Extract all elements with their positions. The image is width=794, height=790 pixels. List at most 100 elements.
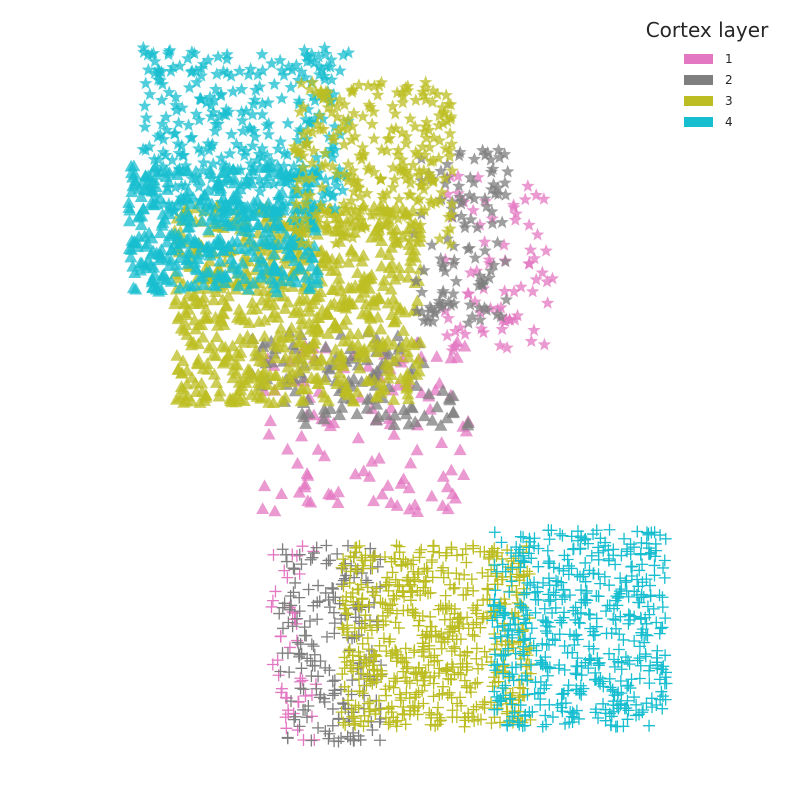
point-star-layer-3 [419, 120, 433, 133]
point-star-layer-4 [287, 159, 301, 173]
point-star-layer-3 [297, 138, 311, 152]
point-triangle-layer-3 [347, 394, 361, 407]
point-plus-layer-2 [305, 734, 318, 747]
point-plus-layer-3 [417, 650, 430, 663]
point-plus-layer-2 [280, 555, 293, 568]
point-star-layer-3 [435, 100, 449, 114]
point-plus-layer-4 [633, 672, 646, 685]
point-star-layer-3 [380, 186, 394, 200]
point-triangle-layer-4 [170, 264, 184, 277]
point-plus-layer-3 [437, 571, 450, 584]
point-star-layer-4 [326, 137, 341, 151]
point-plus-layer-3 [476, 612, 489, 625]
point-triangle-layer-2 [370, 397, 384, 410]
point-plus-layer-3 [417, 674, 430, 687]
point-star-layer-4 [150, 164, 164, 178]
point-star-layer-4 [261, 95, 275, 109]
point-star-layer-4 [160, 123, 174, 136]
point-star-layer-1 [498, 284, 512, 297]
point-star-layer-4 [319, 47, 333, 60]
point-plus-layer-2 [308, 648, 321, 661]
point-plus-layer-3 [390, 539, 403, 552]
point-star-layer-1 [453, 320, 467, 334]
point-triangle-layer-4 [128, 168, 142, 180]
point-triangle-layer-3 [207, 293, 221, 306]
point-triangle-layer-3 [396, 324, 410, 336]
point-star-layer-2 [490, 307, 504, 321]
point-plus-layer-2 [295, 558, 308, 571]
point-plus-layer-2 [329, 591, 342, 604]
point-plus-layer-4 [621, 713, 634, 726]
point-star-layer-3 [417, 124, 431, 138]
point-star-layer-4 [294, 65, 308, 78]
point-star-layer-4 [318, 41, 332, 54]
point-plus-layer-4 [501, 642, 514, 655]
point-plus-layer-3 [342, 645, 355, 658]
point-plus-layer-2 [294, 682, 307, 695]
point-star-layer-3 [315, 180, 329, 194]
point-star-layer-4 [256, 63, 270, 77]
scatter-points [122, 40, 673, 748]
point-star-layer-3 [384, 122, 399, 136]
point-plus-layer-2 [327, 583, 340, 596]
point-star-layer-4 [318, 72, 332, 86]
point-triangle-layer-4 [155, 218, 169, 231]
point-star-layer-2 [476, 143, 490, 157]
point-triangle-layer-3 [274, 321, 288, 334]
point-plus-layer-3 [432, 667, 445, 680]
point-star-layer-4 [333, 63, 347, 77]
point-plus-layer-3 [385, 706, 398, 719]
point-star-layer-3 [336, 113, 351, 127]
point-star-layer-3 [379, 216, 393, 230]
point-plus-layer-4 [597, 680, 610, 693]
point-star-layer-4 [231, 198, 245, 211]
point-triangle-layer-3 [177, 388, 191, 401]
point-star-layer-4 [283, 170, 298, 184]
point-star-layer-4 [253, 199, 267, 212]
point-star-layer-2 [491, 187, 505, 201]
point-plus-layer-3 [470, 642, 483, 655]
point-triangle-layer-1 [351, 431, 365, 444]
point-triangle-layer-3 [344, 281, 358, 294]
point-plus-layer-4 [654, 529, 667, 542]
point-plus-layer-4 [519, 604, 532, 617]
point-plus-layer-4 [499, 565, 512, 578]
point-star-layer-4 [271, 192, 286, 205]
point-plus-layer-3 [409, 607, 422, 620]
point-star-layer-3 [390, 236, 405, 250]
point-star-layer-4 [173, 59, 187, 72]
point-triangle-layer-3 [202, 341, 216, 354]
point-triangle-layer-1 [281, 442, 295, 455]
point-plus-layer-3 [337, 716, 350, 729]
point-triangle-layer-3 [177, 296, 191, 309]
point-plus-layer-4 [654, 693, 667, 706]
point-triangle-layer-4 [145, 231, 159, 244]
point-plus-layer-2 [326, 689, 339, 702]
point-star-layer-3 [337, 167, 352, 180]
point-plus-layer-3 [364, 619, 377, 632]
point-star-layer-1 [507, 284, 521, 298]
point-star-layer-4 [248, 130, 262, 143]
point-star-layer-4 [208, 182, 222, 195]
point-triangle-layer-4 [125, 185, 139, 198]
point-triangle-layer-4 [155, 269, 169, 282]
point-triangle-layer-1 [372, 451, 386, 464]
point-plus-layer-3 [337, 553, 350, 566]
point-star-layer-3 [381, 132, 395, 146]
point-triangle-layer-3 [333, 350, 347, 362]
point-star-layer-4 [139, 111, 153, 124]
point-plus-layer-3 [406, 606, 419, 619]
legend-label-layer-3: 3 [725, 93, 733, 108]
point-triangle-layer-3 [377, 273, 391, 286]
point-star-layer-3 [328, 211, 342, 224]
point-star-layer-4 [244, 62, 258, 75]
point-star-layer-3 [313, 108, 327, 122]
point-star-layer-2 [494, 309, 508, 323]
point-triangle-layer-3 [195, 376, 209, 389]
point-plus-layer-2 [287, 586, 300, 599]
point-star-layer-4 [239, 104, 253, 117]
point-plus-layer-4 [488, 559, 501, 572]
point-plus-layer-2 [314, 688, 327, 701]
point-star-layer-1 [526, 284, 540, 298]
point-star-layer-2 [477, 300, 492, 314]
